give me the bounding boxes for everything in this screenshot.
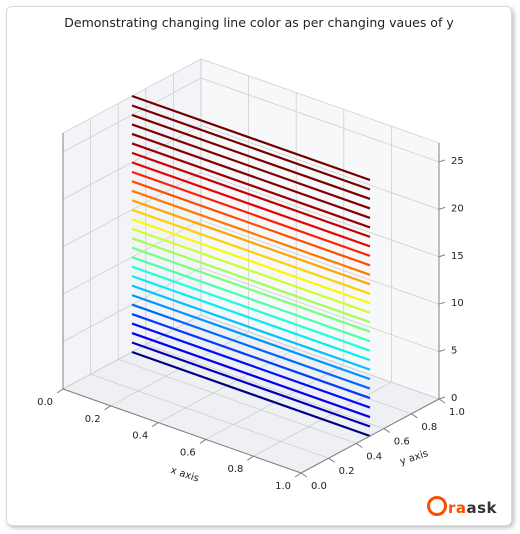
svg-text:y axis: y axis [399,448,430,467]
chart-title: Demonstrating changing line color as per… [7,15,511,30]
svg-text:0.8: 0.8 [421,422,437,433]
svg-text:0.4: 0.4 [366,451,382,462]
svg-text:0.2: 0.2 [339,466,355,477]
svg-text:10: 10 [451,298,464,309]
svg-text:0.0: 0.0 [311,481,327,492]
svg-text:5: 5 [451,346,457,357]
svg-text:15: 15 [451,251,464,262]
watermark-text: raask [448,499,497,517]
svg-text:0: 0 [451,393,457,404]
watermark: raask [427,496,497,517]
svg-text:0.0: 0.0 [37,397,53,408]
watermark-icon [427,496,447,516]
svg-text:0.6: 0.6 [394,437,410,448]
svg-text:20: 20 [451,203,464,214]
svg-text:1.0: 1.0 [275,481,291,492]
chart-3d-plot: 0.0 0.2 0.4 0.6 0.8 1.0 0.0 0.2 0.4 0.6 0.8 1.0 0 5 10… [17,37,501,497]
svg-text:x axis: x axis [169,465,200,484]
svg-text:25: 25 [451,156,464,167]
svg-text:0.8: 0.8 [227,464,243,475]
chart-card: Demonstrating changing line color as per… [6,6,512,526]
svg-text:0.6: 0.6 [180,447,196,458]
svg-text:0.2: 0.2 [85,414,101,425]
svg-text:1.0: 1.0 [449,407,465,418]
svg-text:0.4: 0.4 [132,431,148,442]
